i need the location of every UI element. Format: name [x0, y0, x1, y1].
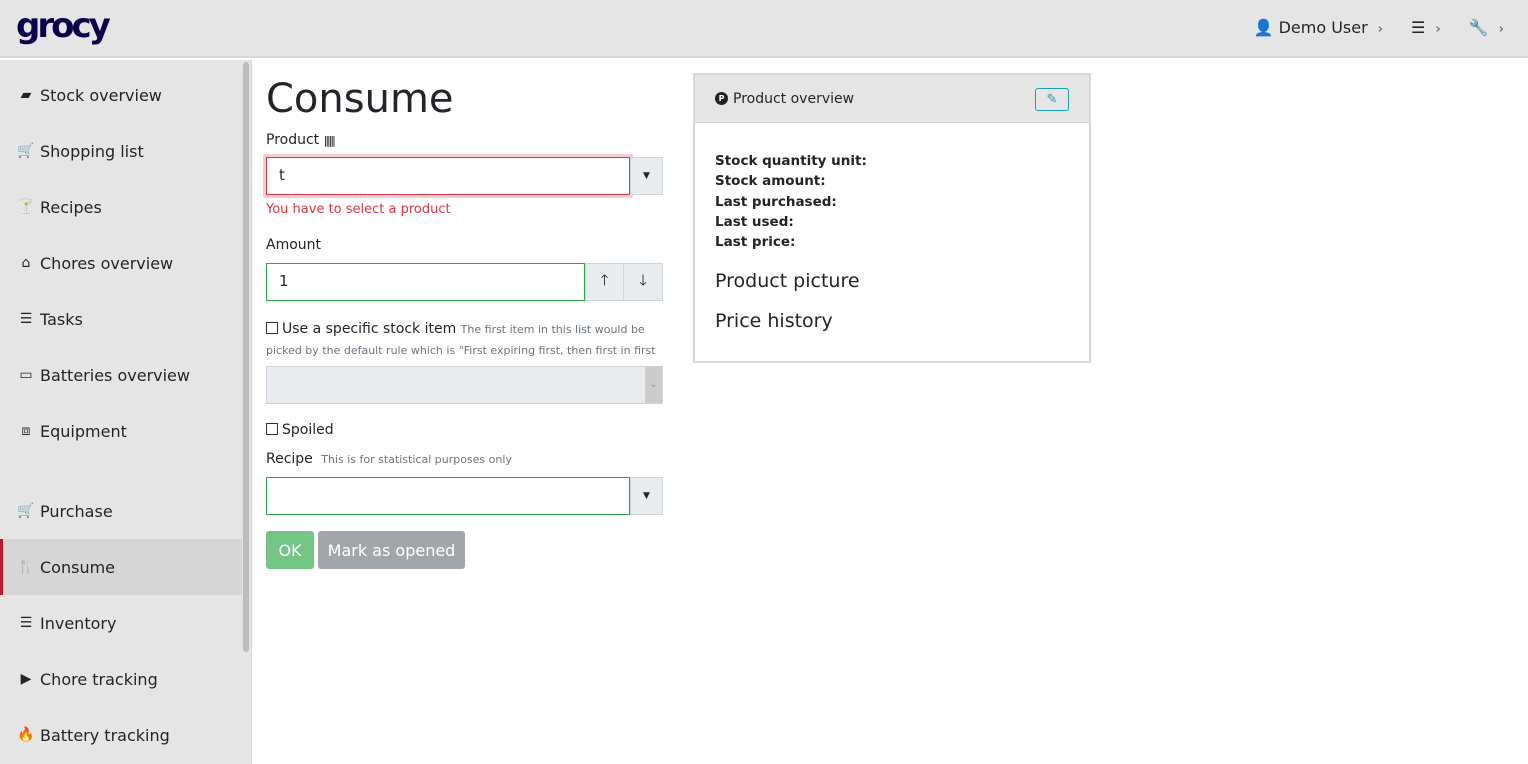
sidebar-item-label: Purchase — [40, 501, 113, 521]
last-price-label: Last price: — [715, 234, 796, 251]
stock-item-select[interactable] — [266, 366, 663, 404]
top-navbar: grocy 👤 Demo User › ☰ › 🔧 › — [0, 0, 1528, 58]
last-used-label: Last used: — [715, 213, 794, 230]
recipe-hint: This is for statistical purposes only — [321, 453, 512, 466]
sidebar-item-label: Shopping list — [40, 141, 144, 161]
product-error: You have to select a product — [266, 202, 451, 217]
caret-down-icon: ▼ — [643, 491, 650, 501]
battery-icon: ▭ — [19, 367, 33, 383]
grocy-logo[interactable]: grocy — [16, 6, 111, 46]
chevron-right-icon: › — [1377, 22, 1384, 37]
page-title: Consume — [266, 76, 454, 122]
sidebar-item-label: Tasks — [40, 309, 83, 329]
sidebar-item-label: Battery tracking — [40, 725, 170, 745]
edit-product-button[interactable]: ✎ — [1035, 88, 1069, 111]
sidebar-item-purchase[interactable]: 🛒 Purchase — [0, 483, 242, 539]
sidebar-item-label: Consume — [40, 557, 116, 577]
recipe-dropdown-toggle[interactable]: ▼ — [630, 477, 663, 515]
product-dropdown-toggle[interactable]: ▼ — [630, 157, 663, 195]
box-icon: ▰ — [20, 87, 32, 103]
recipe-label: Recipe — [266, 451, 313, 467]
barcode-icon[interactable]: |||||| — [323, 134, 336, 147]
ok-button[interactable]: OK — [266, 531, 314, 569]
product-label: Product |||||| — [266, 132, 336, 148]
specific-stock-checkbox[interactable] — [266, 322, 278, 334]
sidebar-item-stock-overview[interactable]: ▰ Stock overview — [0, 67, 242, 123]
product-p-icon: P — [715, 92, 728, 105]
tools-menu[interactable]: 🔧 › — [1469, 18, 1504, 37]
stock-amount-label: Stock amount: — [715, 173, 826, 190]
sidebar-item-batteries-overview[interactable]: ▭ Batteries overview — [0, 347, 242, 403]
sidebar-item-recipes[interactable]: 🍸 Recipes — [0, 179, 242, 235]
sidebar-item-label: Inventory — [40, 613, 117, 633]
sidebar-item-chores-overview[interactable]: ⌂ Chores overview — [0, 235, 242, 291]
sidebar-item-chore-tracking[interactable]: ▶ Chore tracking — [0, 651, 242, 707]
spoiled-checkbox[interactable] — [266, 423, 278, 435]
chevron-right-icon: › — [1435, 22, 1441, 37]
sidebar-item-label: Batteries overview — [40, 365, 190, 385]
sidebar-scrollbar[interactable] — [243, 62, 249, 652]
arrow-up-icon: 🡑 — [600, 270, 609, 289]
cart-icon: 🛒 — [17, 503, 35, 519]
amount-increase-button[interactable]: 🡑 — [585, 263, 624, 301]
sidebar-item-label: Chores overview — [40, 253, 174, 273]
toolbox-icon: ⧈ — [21, 423, 31, 439]
sidebar — [0, 60, 252, 764]
edit-icon: ✎ — [1046, 92, 1058, 107]
sidebar-item-label: Equipment — [40, 421, 127, 441]
settings-menu[interactable]: ☰ › — [1411, 18, 1441, 37]
amount-input[interactable]: 1 — [266, 263, 585, 301]
arrow-down-icon: 🡓 — [639, 270, 647, 289]
user-icon: 👤 — [1253, 18, 1274, 37]
sidebar-item-consume[interactable]: 🍴 Consume — [0, 539, 242, 595]
last-purchased-label: Last purchased: — [715, 193, 837, 210]
list-icon: ☰ — [19, 615, 33, 631]
wrench-icon: 🔧 — [1468, 18, 1489, 37]
sidebar-item-battery-tracking[interactable]: 🔥 Battery tracking — [0, 707, 242, 763]
product-picture-heading: Product picture — [715, 270, 860, 293]
sliders-icon: ☰ — [1411, 18, 1426, 37]
sidebar-item-label: Stock overview — [40, 85, 162, 105]
product-input[interactable]: t — [266, 157, 630, 195]
play-icon: ▶ — [20, 671, 32, 687]
sidebar-item-label: Recipes — [40, 197, 102, 217]
sidebar-item-equipment[interactable]: ⧈ Equipment — [0, 403, 242, 459]
tasks-icon: ☰ — [19, 311, 33, 327]
cocktail-icon: 🍸 — [17, 199, 35, 215]
chevron-right-icon: › — [1498, 22, 1504, 37]
price-history-heading: Price history — [715, 310, 833, 333]
utensils-icon: 🍴 — [17, 559, 35, 575]
cart-icon: 🛒 — [17, 143, 35, 159]
caret-down-icon: ▼ — [643, 171, 650, 181]
amount-label: Amount — [266, 237, 322, 253]
fire-icon: 🔥 — [17, 727, 35, 743]
specific-stock-hint: The first item in this list would be pic… — [266, 323, 656, 378]
recipe-input[interactable] — [266, 477, 630, 515]
sidebar-item-shopping-list[interactable]: 🛒 Shopping list — [0, 123, 242, 179]
product-overview-card: P Product overview ✎ Stock quantity unit:… — [693, 73, 1091, 363]
mark-as-opened-button[interactable]: Mark as opened — [318, 531, 465, 569]
sidebar-item-label: Chore tracking — [40, 669, 158, 689]
sidebar-item-tasks[interactable]: ☰ Tasks — [0, 291, 242, 347]
user-menu[interactable]: 👤 Demo User › — [1253, 18, 1384, 37]
stock-quantity-unit-label: Stock quantity unit: — [715, 153, 867, 169]
chevron-down-icon: ⌄ — [645, 367, 662, 403]
sidebar-item-inventory[interactable]: ☰ Inventory — [0, 595, 242, 651]
home-icon: ⌂ — [21, 255, 31, 271]
amount-decrease-button[interactable]: 🡓 — [623, 263, 663, 301]
